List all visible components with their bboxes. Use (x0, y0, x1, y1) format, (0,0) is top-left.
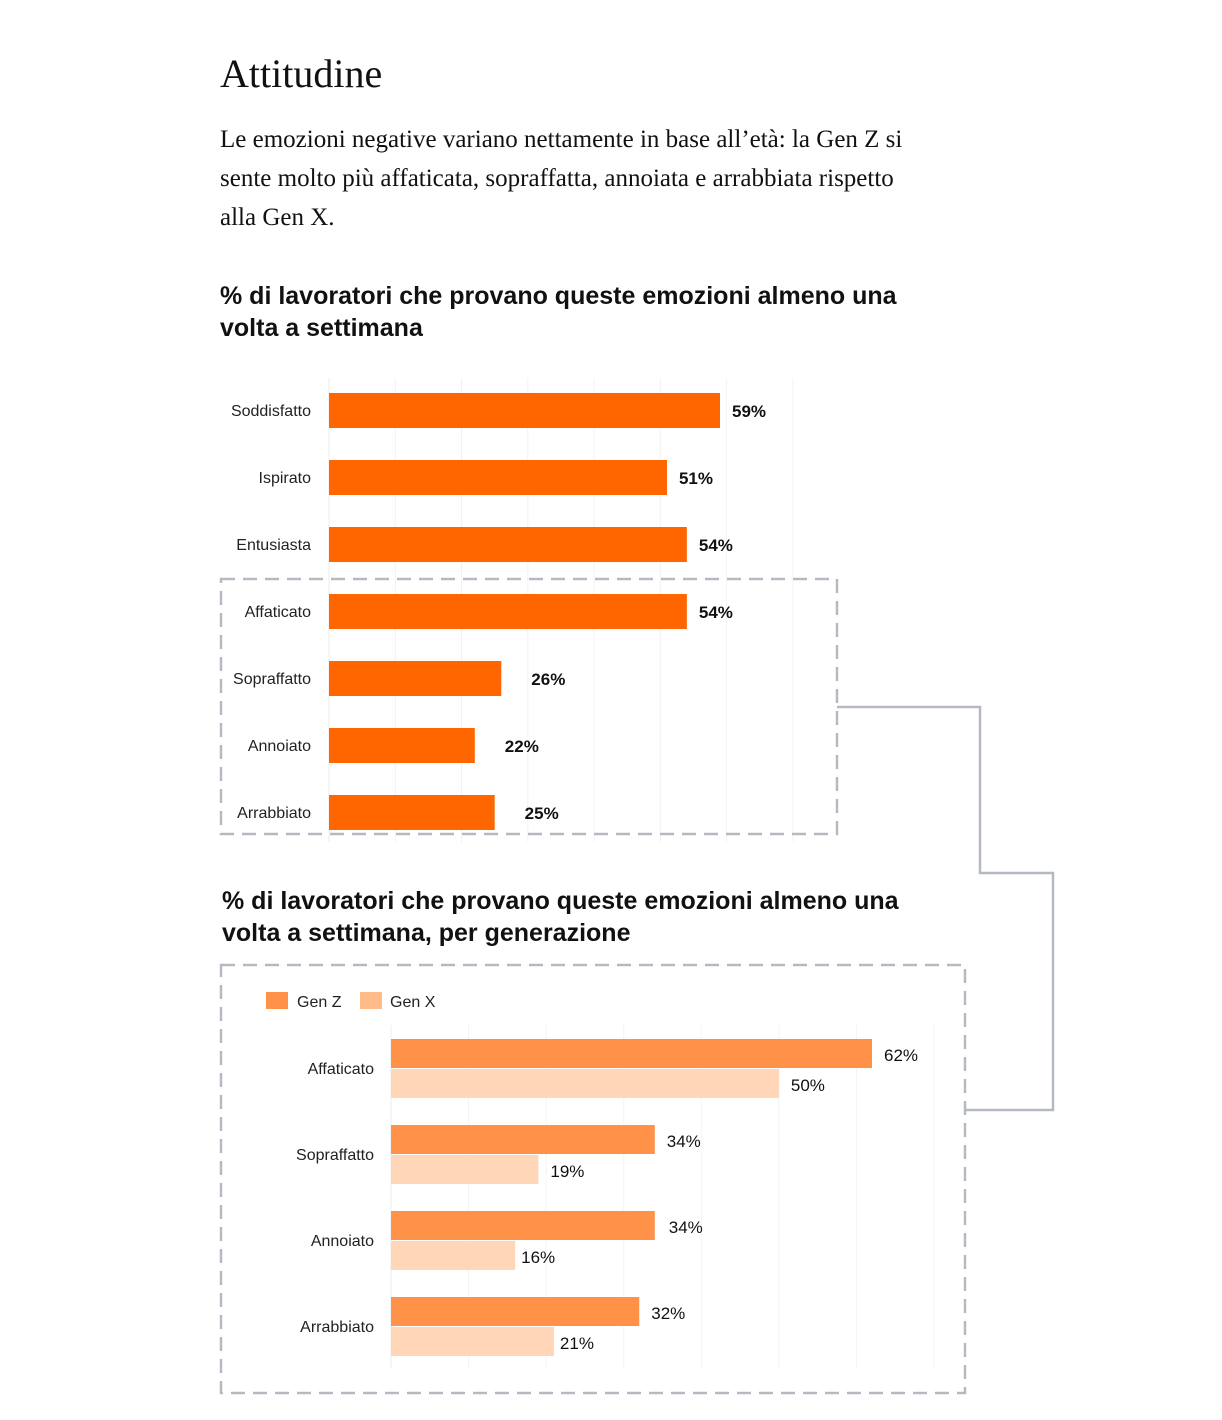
category-label: Sopraffatto (233, 671, 311, 688)
data-label: 19% (550, 1162, 584, 1181)
category-label: Annoiato (248, 738, 311, 755)
data-label: 26% (531, 670, 565, 689)
category-label: Ispirato (259, 470, 312, 487)
data-label: 54% (699, 603, 733, 622)
data-label: 21% (560, 1334, 594, 1353)
data-label: 59% (732, 402, 766, 421)
intro-text: Le emozioni negative variano nettamente … (220, 126, 903, 231)
highlight-box (219, 577, 839, 836)
chart2-title: % di lavoratori che provano queste emozi… (222, 887, 899, 947)
data-label: 32% (651, 1304, 685, 1323)
legend-swatch-genz (266, 992, 288, 1009)
connector-line (837, 705, 1055, 1112)
legend-label-genx: Gen X (390, 994, 436, 1011)
bar-annoiato (329, 728, 475, 763)
data-label: 34% (669, 1218, 703, 1237)
bar-sopraffatto (329, 661, 502, 696)
category-label: Arrabbiato (237, 805, 311, 822)
category-label: Arrabbiato (300, 1319, 374, 1336)
bar-soddisfatto (329, 393, 720, 428)
legend-label-genz: Gen Z (297, 994, 342, 1011)
data-label: 51% (679, 469, 713, 488)
data-label: 34% (667, 1132, 701, 1151)
data-label: 54% (699, 536, 733, 555)
bar-genz-sopraffatto (391, 1125, 655, 1154)
bar-ispirato (329, 460, 667, 495)
category-label: Soddisfatto (231, 403, 311, 420)
category-label: Affaticato (308, 1061, 375, 1078)
category-label: Entusiasta (236, 537, 311, 554)
data-label: 50% (791, 1076, 825, 1095)
bar-genx-arrabbiato (391, 1327, 554, 1356)
page-title: Attitudine (220, 51, 383, 96)
legend-swatch-genx (360, 992, 382, 1009)
data-label: 62% (884, 1046, 918, 1065)
bar-genz-annoiato (391, 1211, 655, 1240)
category-label: Sopraffatto (296, 1147, 374, 1164)
data-label: 16% (521, 1248, 555, 1267)
bar-genz-arrabbiato (391, 1297, 640, 1326)
data-label: 22% (505, 737, 539, 756)
bar-genx-affaticato (391, 1069, 779, 1098)
bar-arrabbiato (329, 795, 495, 830)
chart2-box (219, 963, 967, 1395)
bar-entusiasta (329, 527, 687, 562)
category-label: Annoiato (311, 1233, 374, 1250)
bar-affaticato (329, 594, 687, 629)
bar-genz-affaticato (391, 1039, 872, 1068)
bar-genx-sopraffatto (391, 1155, 539, 1184)
data-label: 25% (525, 804, 559, 823)
category-label: Affaticato (245, 604, 312, 621)
bar-genx-annoiato (391, 1241, 516, 1270)
chart1-title: % di lavoratori che provano queste emozi… (220, 282, 897, 342)
